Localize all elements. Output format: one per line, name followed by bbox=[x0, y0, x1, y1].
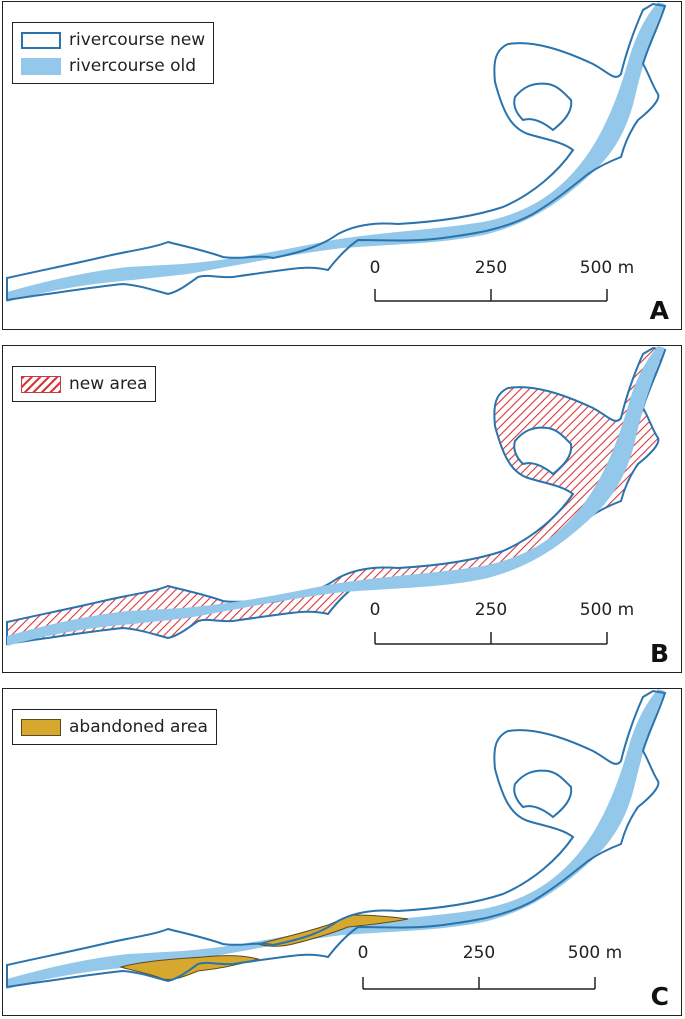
legend-label: new area bbox=[69, 374, 148, 394]
river-map-c bbox=[6, 689, 666, 990]
scale-tick-label: 250 bbox=[474, 258, 508, 278]
panel-label: B bbox=[649, 639, 669, 668]
panel-label: C bbox=[650, 982, 669, 1011]
scale-bar bbox=[374, 632, 608, 645]
legend-label: rivercourse old bbox=[69, 56, 196, 76]
map-panel-b: new area 0 250 500 m B bbox=[2, 345, 682, 673]
scale-tick-label: 0 bbox=[357, 943, 369, 963]
hatch-swatch-icon bbox=[21, 375, 61, 393]
legend-item-rivercourse-old: rivercourse old bbox=[21, 53, 205, 79]
map-panel-c: abandoned area 0 250 500 m C bbox=[2, 688, 682, 1016]
scale-tick-label: 500 m bbox=[579, 600, 635, 620]
abandoned-swatch-icon bbox=[21, 718, 61, 736]
scale-tick-label: 500 m bbox=[579, 258, 635, 278]
scale-tick-label: 500 m bbox=[567, 943, 623, 963]
panel-label: A bbox=[649, 296, 669, 325]
scale-bar bbox=[374, 289, 608, 302]
river-map-a bbox=[6, 2, 666, 302]
legend-label: rivercourse new bbox=[69, 30, 206, 50]
scale-tick-label: 0 bbox=[369, 600, 381, 620]
legend-item-rivercourse-new: rivercourse new bbox=[21, 27, 205, 53]
legend-item-new-area: new area bbox=[21, 371, 147, 397]
legend-b: new area bbox=[12, 366, 157, 402]
scale-tick-label: 0 bbox=[369, 258, 381, 278]
scale-tick-label: 250 bbox=[474, 600, 508, 620]
legend-a: rivercourse new rivercourse old bbox=[12, 22, 215, 84]
island-outline bbox=[513, 82, 573, 131]
fill-swatch-icon bbox=[21, 57, 61, 75]
outline-swatch-icon bbox=[21, 31, 61, 49]
legend-label: abandoned area bbox=[69, 717, 208, 737]
legend-item-abandoned-area: abandoned area bbox=[21, 714, 208, 740]
scale-tick-label: 250 bbox=[462, 943, 496, 963]
legend-c: abandoned area bbox=[12, 709, 217, 745]
map-panel-a: rivercourse new rivercourse old 0 250 50… bbox=[2, 1, 682, 330]
island-outline bbox=[513, 769, 573, 818]
river-map-b bbox=[6, 346, 666, 646]
scale-bar bbox=[362, 977, 596, 990]
